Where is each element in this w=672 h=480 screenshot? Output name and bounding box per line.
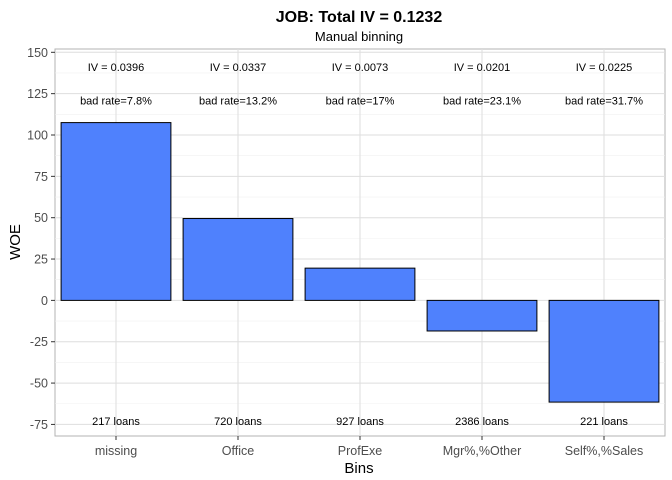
y-axis-ticks: -75 -50 -25 0 25 50 75 100 125 150 <box>27 46 55 432</box>
loan-count-label: 927 loans <box>336 416 384 428</box>
bar-2 <box>182 218 294 301</box>
x-axis-ticks: missing Office ProfExe Mgr%,%Other Self%,%Sa… <box>95 436 643 458</box>
x-tick-label: missing <box>95 444 137 458</box>
x-tick-label: Mgr%,%Other <box>443 444 522 458</box>
x-tick-label: ProfExe <box>338 444 383 458</box>
y-tick-label: 100 <box>27 129 48 143</box>
y-tick-label: 50 <box>34 211 48 225</box>
y-tick-label: 150 <box>27 46 48 60</box>
chart-title: JOB: Total IV = 0.1232 <box>276 9 443 26</box>
bad-rate-label: bad rate=23.1% <box>443 95 521 107</box>
iv-label: IV = 0.0337 <box>210 62 267 74</box>
bad-rate-label: bad rate=7.8% <box>80 95 152 107</box>
loan-count-label: 2386 loans <box>455 416 509 428</box>
y-tick-label: 125 <box>27 87 48 101</box>
bar-4 <box>426 299 538 332</box>
loan-count-label: 720 loans <box>214 416 262 428</box>
bar-3 <box>304 267 416 301</box>
y-tick-label: 0 <box>41 294 48 308</box>
bad-rate-label: bad rate=31.7% <box>565 95 643 107</box>
loan-count-label: 217 loans <box>92 416 140 428</box>
loan-count-label: 221 loans <box>580 416 628 428</box>
bar-5 <box>548 299 660 403</box>
bad-rate-label: bad rate=17% <box>326 95 395 107</box>
iv-label: IV = 0.0201 <box>454 62 511 74</box>
iv-label: IV = 0.0396 <box>88 62 145 74</box>
y-axis-title: WOE <box>7 224 24 260</box>
bad-rate-label: bad rate=13.2% <box>199 95 277 107</box>
y-tick-label: 25 <box>34 253 48 267</box>
x-tick-label: Self%,%Sales <box>565 444 644 458</box>
y-tick-label: -25 <box>30 335 48 349</box>
y-tick-label: -50 <box>30 377 48 391</box>
x-tick-label: Office <box>222 444 254 458</box>
iv-label: IV = 0.0073 <box>332 62 389 74</box>
bar-annotations: IV = 0.0396 bad rate=7.8% 217 loans IV = 0.… <box>80 62 643 428</box>
iv-label: IV = 0.0225 <box>576 62 633 74</box>
y-tick-label: -75 <box>30 418 48 432</box>
bar-1 <box>60 122 172 301</box>
chart-subtitle: Manual binning <box>315 29 403 44</box>
y-tick-label: 75 <box>34 170 48 184</box>
x-axis-title: Bins <box>344 460 373 477</box>
bars <box>60 122 660 403</box>
